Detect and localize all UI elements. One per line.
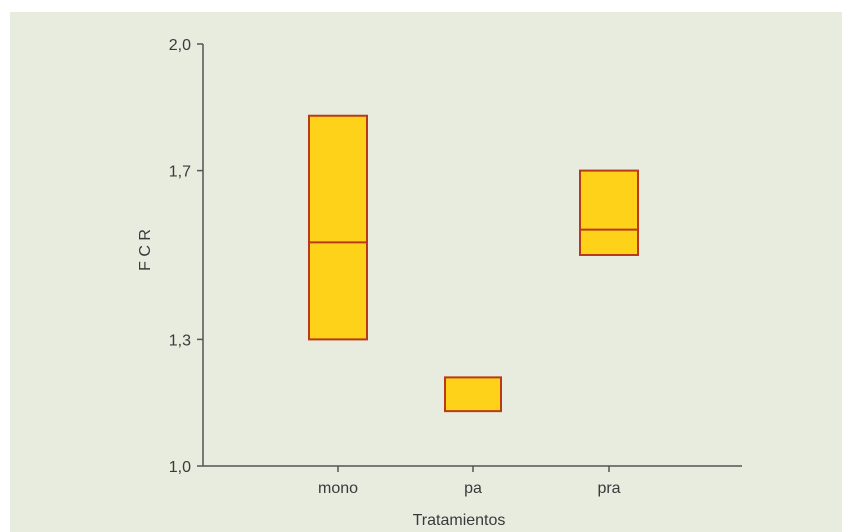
x-ticks: mono pa pra bbox=[318, 466, 621, 497]
y-tick-label-0: 1,0 bbox=[169, 459, 191, 476]
boxes bbox=[308, 114, 639, 413]
y-tick-label-3: 2,0 bbox=[169, 37, 191, 54]
x-tick-label-mono: mono bbox=[318, 480, 358, 497]
box-mono bbox=[308, 114, 368, 341]
x-tick-label-pra: pra bbox=[597, 480, 620, 497]
y-tick-label-2: 1,7 bbox=[169, 164, 191, 181]
box-pra bbox=[579, 169, 639, 257]
x-tick-label-pa: pa bbox=[464, 480, 482, 497]
x-axis-title: Tratamientos bbox=[413, 512, 506, 529]
chart-panel bbox=[10, 12, 842, 532]
y-tick-label-1: 1,3 bbox=[169, 332, 191, 349]
box-pa bbox=[444, 376, 502, 413]
y-ticks: 1,0 1,3 1,7 2,0 bbox=[169, 37, 203, 476]
y-axis-title: F C R bbox=[137, 229, 154, 271]
